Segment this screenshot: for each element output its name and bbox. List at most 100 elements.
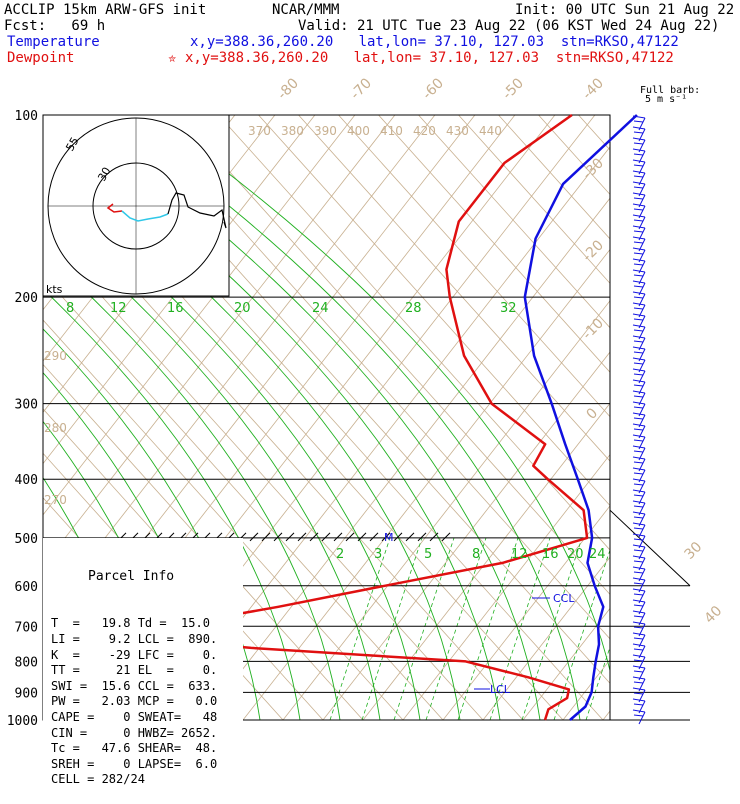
wind-barb-flag [633,193,645,195]
dry-adiabat-line [499,115,740,720]
parcel-row: CIN = 0 HWBZ= 2652. [51,726,243,742]
pressure-tick-label: 300 [15,398,38,413]
parcel-info-title: Parcel Info [43,569,243,585]
wind-barb-flag [633,699,645,701]
isotherm-line [643,115,740,720]
wind-barb-flag [634,715,643,716]
frame-diagonal [610,510,690,586]
pressure-tick-label: 400 [15,473,38,488]
wind-barb-flag [633,248,645,250]
wind-barb-flag [634,352,643,353]
wind-barbs [633,116,645,724]
wind-barb-flag [633,435,645,437]
isotherm-label: -60 [420,75,447,102]
wind-barb-flag [633,424,645,426]
hatch-mark [370,533,378,541]
hodograph-units: kts [46,283,63,296]
isotherm-label: -50 [500,75,527,102]
dry-adiabat-line [0,115,3,720]
theta-label: 420 [413,124,436,138]
dry-adiabat-line [619,115,740,720]
temperature-line [525,115,637,720]
theta-side-label: 290 [44,349,67,363]
wind-barb-flag [633,545,645,547]
wind-barb-flag [633,259,645,261]
wind-barb-flag [634,198,643,199]
wind-barb-flag [634,363,643,364]
dry-adiabat-line [419,115,740,720]
mixing-ratio-label: 12 [511,547,528,562]
wind-barb-flag [634,539,643,540]
hatch-mark [418,533,426,541]
wind-barb-flag [633,413,645,415]
wind-barb-flag [633,644,645,646]
mixing-ratio-label: 24 [589,547,606,562]
wind-barb-flag [633,468,645,470]
hatch-mark [430,533,438,541]
pressure-tick-label: 800 [15,655,38,670]
theta-label: 400 [347,124,370,138]
wind-barb-flag [633,369,645,371]
wind-barb-flag [634,627,643,628]
wind-barb-flag [634,176,643,177]
mixing-ratio-label: 8 [472,547,480,562]
wind-barb-flag [633,600,645,602]
parcel-row: TT = 21 EL = 0. [51,663,243,679]
wind-barb-flag [633,446,645,448]
wind-barb-flag [634,143,643,144]
mixing-ratio-label: 12 [110,301,127,316]
wind-barb-flag [633,534,645,536]
wind-barb-flag [634,132,643,133]
parcel-row: CELL = 282/24 [51,772,243,788]
wind-barb-flag [634,275,643,276]
wind-barb-flag [633,292,645,294]
wind-barb-flag [634,319,643,320]
mixing-ratio-label: 20 [234,301,251,316]
wind-barb-flag [634,341,643,342]
theta-label: 370 [248,124,271,138]
hatch-mark [262,533,270,541]
wind-barb-flag [634,286,643,287]
hatch-mark [334,533,342,541]
pressure-tick-label: 200 [15,291,38,306]
parcel-row: LI = 9.2 LCL = 890. [51,632,243,648]
wind-barb-flag [633,457,645,459]
wind-barb-flag [634,649,643,650]
mixing-ratio-label: 28 [405,301,422,316]
wind-barb-flag [634,528,643,529]
wind-barb-flag [633,677,645,679]
wind-barb-flag [634,121,643,122]
m-label: M [384,531,394,544]
isotherm-label: 40 [702,603,726,627]
wind-barb-flag [634,407,643,408]
wind-barb-flag [633,358,645,360]
wind-barb-flag [634,671,643,672]
wind-barb-flag [633,391,645,393]
wind-barb-flag [634,693,643,694]
theta-label: 410 [380,124,403,138]
wind-barb-flag [633,622,645,624]
wind-barb-flag [634,484,643,485]
temperature-location: x,y=388.36,260.20 lat,lon= 37.10, 127.03… [190,34,679,50]
wind-barb-flag [633,160,645,162]
parcel-row: T = 19.8 Td = 15.0 [51,616,243,632]
isotherm-line [203,115,675,720]
temperature-legend: Temperature [7,34,100,50]
wind-barb-flag [633,523,645,525]
wind-barb-flag [634,187,643,188]
wind-barb-flag [634,165,643,166]
wind-barb-flag [633,204,645,206]
mixing-ratio-label: 5 [424,547,432,562]
wind-barb-flag [634,330,643,331]
forecast-hour: Fcst: 69 h [4,18,105,34]
wind-barb-flag [634,473,643,474]
isotherm-line [603,115,740,720]
wind-barb-flag [634,594,643,595]
dewpoint-marker-icon: ✮ [168,50,176,66]
wind-barb-flag [633,490,645,492]
wind-barb-flag [633,270,645,272]
wind-barb-flag [633,655,645,657]
wind-barb-flag [633,347,645,349]
